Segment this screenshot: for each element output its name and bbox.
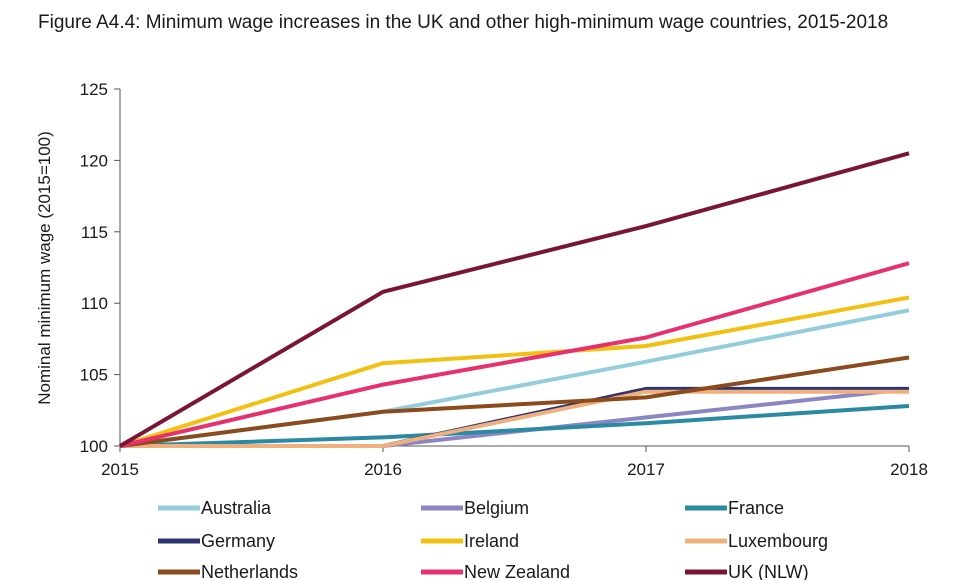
legend-label: UK (NLW)	[728, 562, 809, 580]
y-tick-label: 125	[80, 80, 108, 99]
legend-item-australia: Australia	[158, 498, 272, 518]
y-tick-label: 100	[80, 437, 108, 456]
legend-label: Belgium	[464, 498, 529, 518]
legend-label: Luxembourg	[728, 531, 828, 551]
legend-item-new-zealand: New Zealand	[421, 562, 570, 580]
x-tick-label: 2017	[627, 460, 665, 479]
legend-label: France	[728, 498, 784, 518]
chart-title: Figure A4.4: Minimum wage increases in t…	[38, 12, 889, 33]
legend-item-uk-nlw: UK (NLW)	[685, 562, 809, 580]
legend: Australia Belgium France Germany Ireland Luxe…	[158, 498, 828, 580]
x-tick-label: 2016	[364, 460, 402, 479]
legend-item-luxembourg: Luxembourg	[685, 531, 828, 551]
x-axis: 2015 2016 2017 2018	[101, 445, 928, 479]
y-axis-title: Nominal minimum wage (2015=100)	[35, 131, 54, 405]
legend-label: New Zealand	[464, 562, 570, 580]
series-lines	[118, 151, 910, 448]
series-line-netherlands	[119, 355, 910, 448]
x-tick-label: 2018	[890, 460, 928, 479]
legend-item-france: France	[685, 498, 784, 518]
y-tick-label: 105	[80, 366, 108, 385]
y-axis: 100 105 110 115 120 125	[80, 80, 121, 456]
series-line-france	[119, 404, 910, 448]
y-tick-label: 120	[80, 151, 108, 170]
series-line-new-zealand	[119, 261, 910, 448]
y-tick-label: 115	[81, 223, 108, 242]
legend-label: Ireland	[464, 531, 519, 551]
legend-item-germany: Germany	[158, 531, 275, 551]
series-line-luxembourg	[120, 389, 909, 448]
legend-label: Netherlands	[201, 562, 298, 580]
legend-item-netherlands: Netherlands	[158, 562, 298, 580]
series-line-ireland	[119, 295, 910, 448]
legend-label: Australia	[201, 498, 272, 518]
legend-label: Germany	[201, 531, 275, 551]
x-tick-label: 2015	[101, 460, 139, 479]
y-tick-label: 110	[81, 294, 108, 313]
series-line-uk-nlw	[118, 151, 910, 448]
legend-item-belgium: Belgium	[421, 498, 529, 518]
legend-item-ireland: Ireland	[421, 531, 519, 551]
